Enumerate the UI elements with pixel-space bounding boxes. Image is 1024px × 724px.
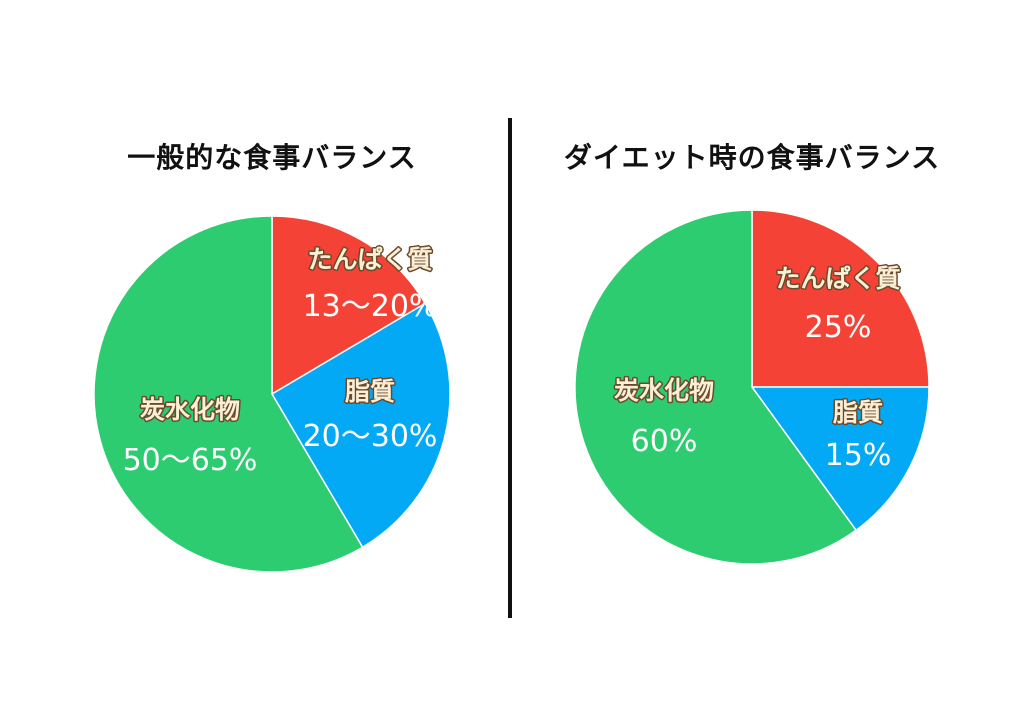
slice-label-fat: 脂質 bbox=[345, 377, 395, 406]
pie-slice-fat bbox=[750, 386, 930, 532]
slice-value-carbohydrate: 60% bbox=[631, 424, 698, 459]
slice-value-protein: 25% bbox=[805, 310, 872, 345]
slice-label-carbohydrate: 炭水化物 bbox=[140, 395, 240, 424]
pie-slice-protein bbox=[271, 215, 427, 396]
slice-label-protein: たんぱく質 bbox=[307, 245, 432, 274]
chart-title-diet-period: ダイエット時の食事バランス bbox=[563, 141, 941, 174]
chart-title-normal-diet: 一般的な食事バランス bbox=[127, 141, 417, 174]
divider-line bbox=[508, 118, 512, 618]
slice-value-fat: 20〜30% bbox=[303, 419, 438, 454]
slice-label-fat: 脂質 bbox=[833, 398, 883, 427]
pie-slice-protein bbox=[751, 209, 930, 388]
slice-value-carbohydrate: 50〜65% bbox=[123, 443, 258, 478]
slice-value-fat: 15% bbox=[825, 438, 892, 473]
slice-label-protein: たんぱく質 bbox=[775, 264, 900, 293]
pie-slice-carbohydrate bbox=[574, 209, 858, 565]
pie-slice-carbohydrate bbox=[93, 215, 364, 573]
slice-label-carbohydrate: 炭水化物 bbox=[614, 376, 714, 405]
pie-slice-fat bbox=[270, 302, 451, 549]
slice-value-protein: 13〜20% bbox=[303, 289, 438, 324]
